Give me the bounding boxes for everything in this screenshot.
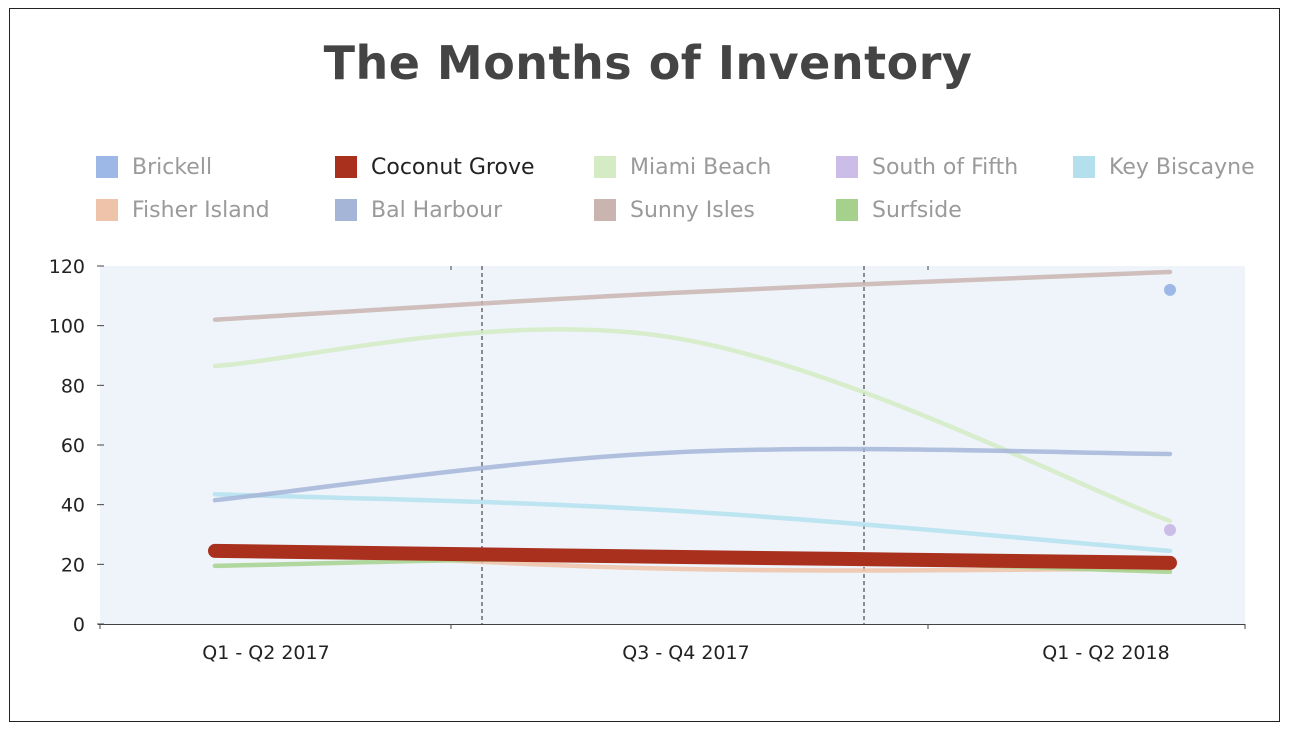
legend-label-miami-beach: Miami Beach — [630, 154, 772, 180]
series-line-coconut-grove — [208, 543, 1177, 570]
legend-swatch-sunny-isles — [594, 199, 616, 221]
legend-item-surfside[interactable]: Surfside — [836, 195, 962, 225]
legend-swatch-fisher-island — [96, 199, 118, 221]
legend-item-south-of-fifth[interactable]: South of Fifth — [836, 152, 1018, 182]
series-group — [208, 269, 1177, 575]
x-tick-label-q1-q2-2018: Q1 - Q2 2018 — [1042, 642, 1169, 664]
legend-swatch-coconut-grove — [335, 156, 357, 178]
legend-label-brickell: Brickell — [132, 154, 213, 180]
series-line-sunny-isles — [212, 269, 1173, 322]
legend-item-sunny-isles[interactable]: Sunny Isles — [594, 195, 755, 225]
legend-item-key-biscayne[interactable]: Key Biscayne — [1073, 152, 1255, 182]
chart-title: The Months of Inventory — [323, 36, 973, 90]
series-point-brickell — [1164, 283, 1176, 296]
legend-label-fisher-island: Fisher Island — [132, 197, 270, 223]
series-point-south-of-fifth — [1164, 524, 1176, 537]
legend-item-coconut-grove[interactable]: Coconut Grove — [335, 152, 535, 182]
series-line-bal-harbour — [212, 446, 1173, 503]
legend-swatch-south-of-fifth — [836, 156, 858, 178]
legend-label-bal-harbour: Bal Harbour — [371, 197, 503, 223]
y-tick-label-100: 100 — [49, 316, 85, 338]
legend-item-brickell[interactable]: Brickell — [96, 152, 212, 182]
x-tick-label-q3-q4-2017: Q3 - Q4 2017 — [622, 642, 749, 664]
series-line-miami-beach — [212, 327, 1173, 524]
x-axis: Q1 - Q2 2017 Q3 - Q4 2017 Q1 - Q2 2018 — [99, 266, 1246, 664]
y-tick-label-60: 60 — [61, 435, 85, 457]
y-tick-label-40: 40 — [61, 495, 85, 517]
y-tick-label-120: 120 — [49, 256, 85, 278]
y-tick-label-80: 80 — [61, 375, 85, 397]
legend-label-coconut-grove: Coconut Grove — [371, 154, 535, 180]
legend-label-key-biscayne: Key Biscayne — [1109, 154, 1255, 180]
legend-item-bal-harbour[interactable]: Bal Harbour — [335, 195, 502, 225]
legend-item-fisher-island[interactable]: Fisher Island — [96, 195, 270, 225]
x-tick-label-q1-q2-2017: Q1 - Q2 2017 — [202, 642, 329, 664]
chart-frame — [9, 8, 1280, 722]
legend-swatch-miami-beach — [594, 156, 616, 178]
legend-swatch-key-biscayne — [1073, 156, 1095, 178]
legend-swatch-brickell — [96, 156, 118, 178]
y-axis: 0 20 40 60 80 100 120 — [49, 256, 104, 636]
series-line-key-biscayne — [212, 491, 1173, 554]
legend-label-sunny-isles: Sunny Isles — [630, 197, 755, 223]
y-tick-label-20: 20 — [61, 554, 85, 576]
legend-item-miami-beach[interactable]: Miami Beach — [594, 152, 771, 182]
legend-label-surfside: Surfside — [872, 197, 962, 223]
legend-label-south-of-fifth: South of Fifth — [872, 154, 1019, 180]
legend-swatch-surfside — [836, 199, 858, 221]
legend-swatch-bal-harbour — [335, 199, 357, 221]
y-tick-label-0: 0 — [73, 614, 85, 636]
